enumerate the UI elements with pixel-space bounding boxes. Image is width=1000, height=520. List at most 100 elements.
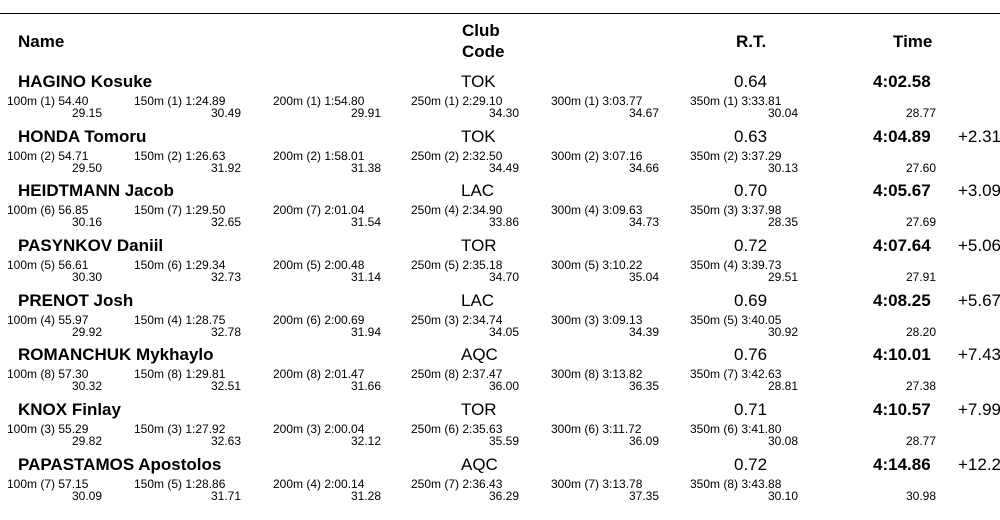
split-cell: 150m (4) 1:28.75 32.78 [134,314,241,338]
final-lap-split: 27.38 [905,379,936,393]
split-lap: 34.67 [628,106,659,120]
split-cell: 150m (1) 1:24.89 30.49 [134,95,241,119]
split-cumulative: 150m (3) 1:27.92 [134,422,226,436]
athlete-row: HONDA Tomoru TOK 0.63 4:04.89 +2.31 100m (2) … [0,127,1000,182]
split-cell: 300m (4) 3:09.63 34.73 [551,204,659,228]
split-cumulative: 100m (7) 57.15 [7,477,89,491]
split-cell: 300m (8) 3:13.82 36.35 [551,368,659,392]
split-lap: 35.04 [628,270,659,284]
split-cumulative: 100m (2) 54.71 [7,149,89,163]
reaction-time: 0.64 [734,72,768,91]
time-behind: +3.09 [958,181,1000,200]
athlete-row: KNOX Finlay TOR 0.71 4:10.57 +7.99 100m (3) 5… [0,400,1000,455]
club-code: LAC [461,181,495,200]
split-lap: 34.70 [488,270,519,284]
split-lap: 32.65 [210,215,241,229]
split-lap: 28.35 [767,215,798,229]
club-code: TOK [461,72,496,91]
split-cumulative: 350m (2) 3:37.29 [690,149,782,163]
split-cell: 150m (5) 1:28.86 31.71 [134,478,241,502]
athlete-row: PAPASTAMOS Apostolos AQC 0.72 4:14.86 +12.2 1… [0,455,1000,510]
header-name: Name [18,32,65,51]
club-code: AQC [461,455,498,474]
split-cell: 300m (5) 3:10.22 35.04 [551,259,659,283]
athlete-name: HEIDTMANN Jacob [18,181,174,200]
reaction-time: 0.63 [734,127,768,146]
final-lap-split: 30.98 [905,489,936,503]
split-lap: 31.92 [210,161,241,175]
split-cell: 200m (8) 2:01.47 31.66 [273,368,381,392]
split-cumulative: 250m (4) 2:34.90 [411,203,503,217]
athlete-row: HEIDTMANN Jacob LAC 0.70 4:05.67 +3.09 100m (… [0,181,1000,236]
split-cumulative: 150m (2) 1:26.63 [134,149,226,163]
split-lap: 30.32 [71,379,102,393]
split-cell: 250m (2) 2:32.50 34.49 [411,150,519,174]
split-lap: 34.39 [628,325,659,339]
split-cumulative: 350m (4) 3:39.73 [690,258,782,272]
split-cell: 200m (3) 2:00.04 32.12 [273,423,381,447]
split-lap: 36.35 [628,379,659,393]
split-cell: 200m (7) 2:01.04 31.54 [273,204,381,228]
split-lap: 29.82 [71,434,102,448]
split-cumulative: 300m (5) 3:10.22 [551,258,643,272]
split-cell: 200m (1) 1:54.80 29.91 [273,95,381,119]
athlete-row: PRENOT Josh LAC 0.69 4:08.25 +5.67 100m (4) 5… [0,291,1000,346]
split-lap: 29.15 [71,106,102,120]
split-lap: 29.51 [767,270,798,284]
split-cumulative: 100m (3) 55.29 [7,422,89,436]
split-lap: 37.35 [628,489,659,503]
final-lap-split: 28.77 [905,434,936,448]
athlete-name: HONDA Tomoru [18,127,147,146]
split-cell: 350m (8) 3:43.88 30.10 [690,478,798,502]
reaction-time: 0.72 [734,455,768,474]
split-cumulative: 250m (3) 2:34.74 [411,313,503,327]
split-cumulative: 350m (3) 3:37.98 [690,203,782,217]
split-cumulative: 350m (8) 3:43.88 [690,477,782,491]
split-lap: 30.92 [767,325,798,339]
split-lap: 30.09 [71,489,102,503]
split-cumulative: 300m (1) 3:03.77 [551,94,643,108]
split-lap: 36.00 [488,379,519,393]
header-reaction-time: R.T. [736,32,767,51]
split-lap: 29.50 [71,161,102,175]
reaction-time: 0.71 [734,400,768,419]
split-cell: 250m (3) 2:34.74 34.05 [411,314,519,338]
split-cumulative: 100m (1) 54.40 [7,94,89,108]
split-cumulative: 200m (1) 1:54.80 [273,94,365,108]
split-lap: 34.49 [488,161,519,175]
split-cell: 250m (1) 2:29.10 34.30 [411,95,519,119]
final-lap-split: 27.69 [905,215,936,229]
split-cumulative: 150m (6) 1:29.34 [134,258,226,272]
split-cell: 300m (6) 3:11.72 36.09 [551,423,659,447]
split-cumulative: 350m (1) 3:33.81 [690,94,782,108]
split-lap: 30.13 [767,161,798,175]
split-cumulative: 200m (4) 2:00.14 [273,477,365,491]
split-cell: 300m (7) 3:13.78 37.35 [551,478,659,502]
split-cell: 350m (3) 3:37.98 28.35 [690,204,798,228]
split-cumulative: 300m (6) 3:11.72 [551,422,642,436]
split-lap: 29.92 [71,325,102,339]
split-lap: 34.30 [488,106,519,120]
split-cumulative: 150m (5) 1:28.86 [134,477,226,491]
split-cell: 100m (8) 57.30 30.32 [7,368,102,392]
split-cell: 300m (1) 3:03.77 34.67 [551,95,659,119]
split-cumulative: 150m (4) 1:28.75 [134,313,226,327]
split-cumulative: 250m (8) 2:37.47 [411,367,503,381]
split-lap: 30.10 [767,489,798,503]
athlete-row: PASYNKOV Daniil TOR 0.72 4:07.64 +5.06 100m (… [0,236,1000,291]
athlete-row: HAGINO Kosuke TOK 0.64 4:02.58 100m (1) 54.4… [0,72,1000,127]
split-lap: 31.71 [210,489,241,503]
top-rule [0,13,1000,14]
split-lap: 34.73 [628,215,659,229]
split-cell: 300m (2) 3:07.16 34.66 [551,150,659,174]
athlete-name: PASYNKOV Daniil [18,236,164,255]
reaction-time: 0.69 [734,291,768,310]
split-cumulative: 300m (2) 3:07.16 [551,149,643,163]
split-cell: 250m (5) 2:35.18 34.70 [411,259,519,283]
split-cumulative: 250m (7) 2:36.43 [411,477,503,491]
split-lap: 30.04 [767,106,798,120]
split-cumulative: 100m (4) 55.97 [7,313,89,327]
final-time: 4:10.01 [873,345,931,364]
split-cumulative: 200m (6) 2:00.69 [273,313,365,327]
header-club-line2: Code [462,42,505,61]
